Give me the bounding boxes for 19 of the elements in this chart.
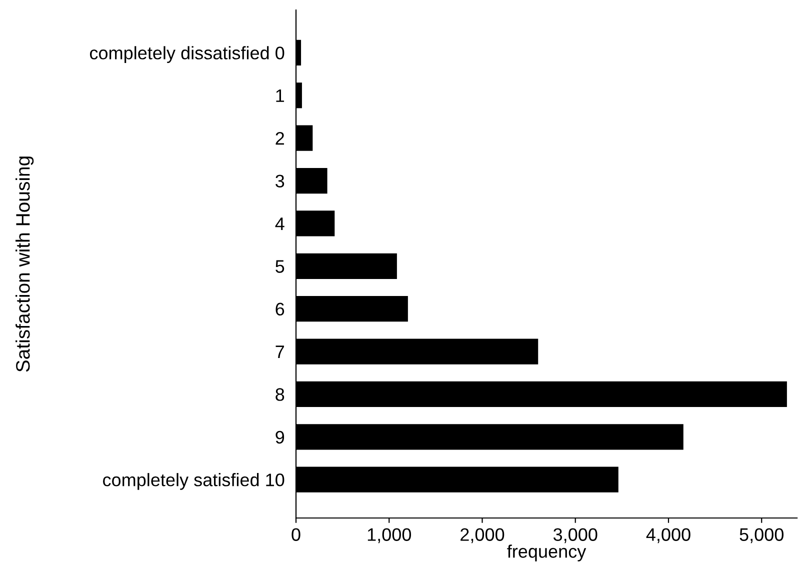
y-tick-label: 5 [276,260,284,273]
x-tick-label: 0 [292,528,300,541]
y-tick-label: completely dissatisfied 0 [90,46,284,63]
y-tick-label: 9 [276,430,284,444]
y-tick-label: 4 [275,218,284,230]
x-tick-label: 3,000 [553,528,598,544]
x-tick-label: 4,000 [646,528,690,544]
y-axis-title: Satisfaction with Housing [16,156,34,372]
x-tick-label: 1,000 [368,528,412,544]
y-tick-label: 2 [276,132,284,145]
y-tick-label: 6 [276,302,284,316]
y-tick-label: 7 [276,346,284,358]
y-tick-label: 8 [276,388,284,401]
x-tick-label: 5,000 [740,528,784,544]
y-tick-label: 1 [276,90,284,102]
y-tick-label: 3 [276,174,284,188]
y-tick-label: completely satisfied 10 [103,473,284,490]
x-axis-title: frequency [507,544,586,562]
x-tick-label: 2,000 [460,528,504,544]
